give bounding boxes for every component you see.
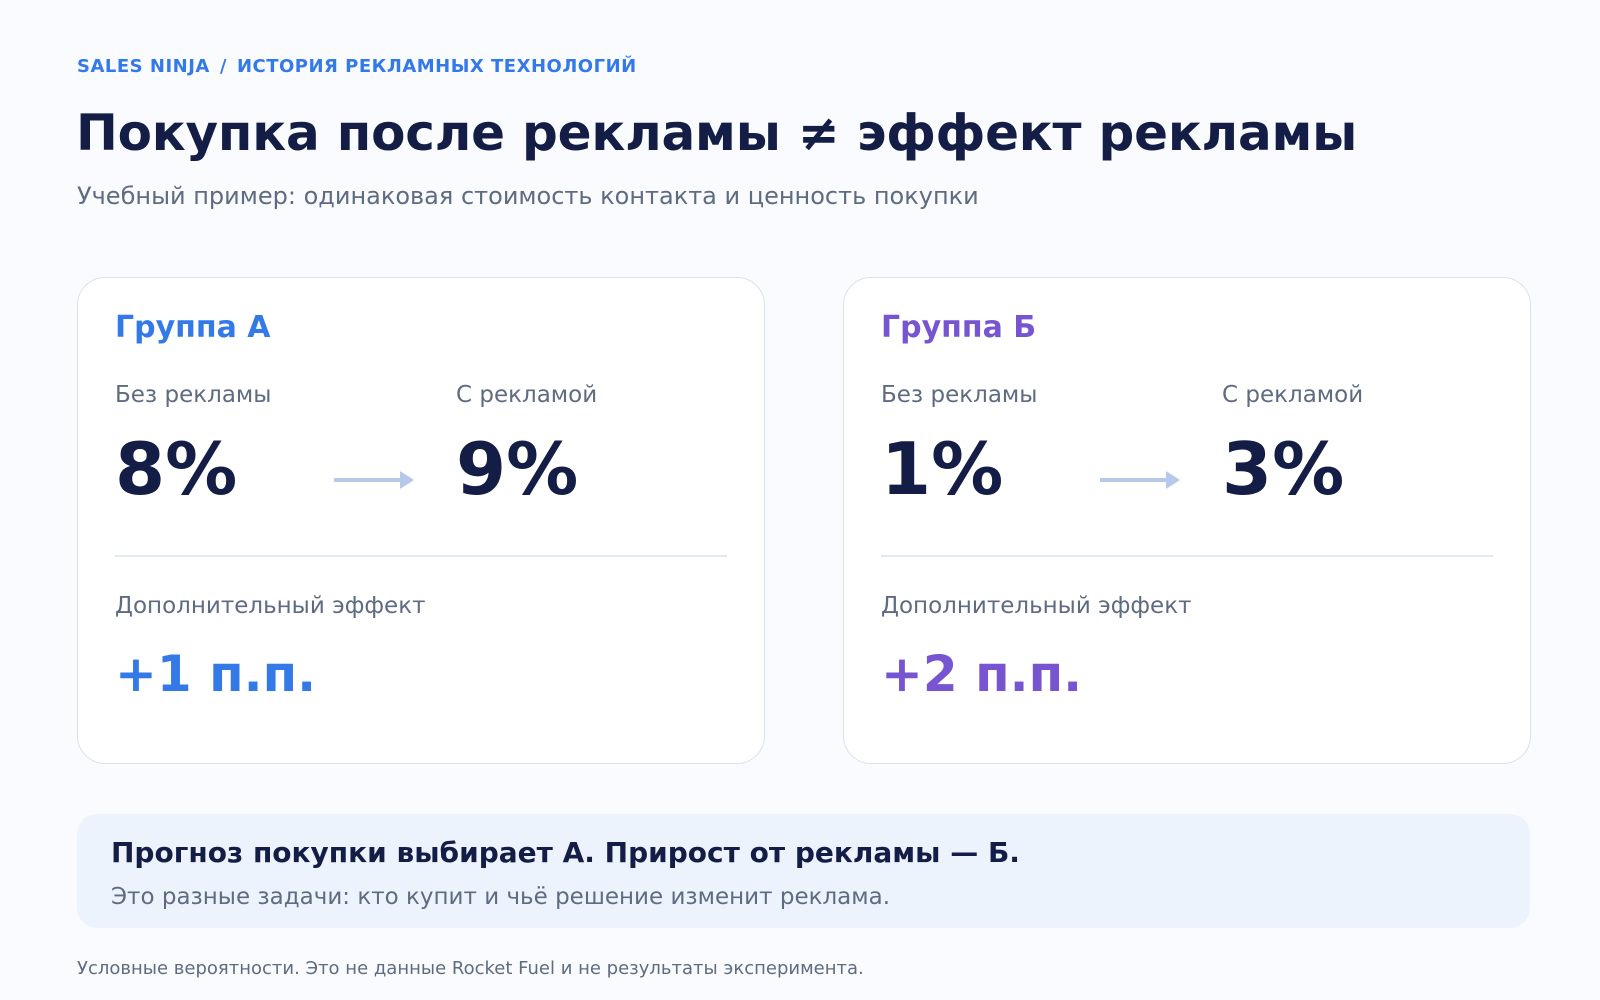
breadcrumb: SALES NINJA / ИСТОРИЯ РЕКЛАМНЫХ ТЕХНОЛОГИЙ [77, 56, 637, 77]
breadcrumb-brand: SALES NINJA [77, 56, 210, 77]
page-title: Покупка после рекламы ≠ эффект рекламы [76, 104, 1358, 162]
group-b-with-value: 3% [1222, 427, 1345, 511]
divider [115, 555, 727, 557]
breadcrumb-section: ИСТОРИЯ РЕКЛАМНЫХ ТЕХНОЛОГИЙ [236, 56, 637, 77]
group-a-with-value: 9% [456, 427, 579, 511]
arrow-right-icon [1100, 471, 1180, 489]
group-a-effect-value: +1 п.п. [115, 645, 317, 703]
group-a-effect-label: Дополнительный эффект [115, 593, 426, 619]
callout-title: Прогноз покупки выбирает А. Прирост от р… [111, 836, 1020, 869]
footnote: Условные вероятности. Это не данные Rock… [77, 958, 864, 979]
callout-text: Это разные задачи: кто купит и чьё решен… [111, 884, 891, 910]
breadcrumb-separator: / [219, 56, 227, 77]
page-subtitle: Учебный пример: одинаковая стоимость кон… [77, 182, 979, 210]
group-b-effect-value: +2 п.п. [881, 645, 1083, 703]
conclusion-callout: Прогноз покупки выбирает А. Прирост от р… [77, 814, 1530, 928]
group-b-title: Группа Б [881, 310, 1037, 345]
group-a-without-value: 8% [115, 427, 238, 511]
group-a-title: Группа А [115, 310, 271, 345]
group-b-with-label: С рекламой [1222, 382, 1364, 408]
group-a-with-label: С рекламой [456, 382, 598, 408]
group-a-without-label: Без рекламы [115, 382, 272, 408]
group-b-without-label: Без рекламы [881, 382, 1038, 408]
group-b-without-value: 1% [881, 427, 1004, 511]
group-b-card: Группа Б Без рекламы С рекламой 1% 3% До… [843, 277, 1531, 764]
group-a-card: Группа А Без рекламы С рекламой 8% 9% До… [77, 277, 765, 764]
arrow-right-icon [334, 471, 414, 489]
divider [881, 555, 1493, 557]
group-b-effect-label: Дополнительный эффект [881, 593, 1192, 619]
